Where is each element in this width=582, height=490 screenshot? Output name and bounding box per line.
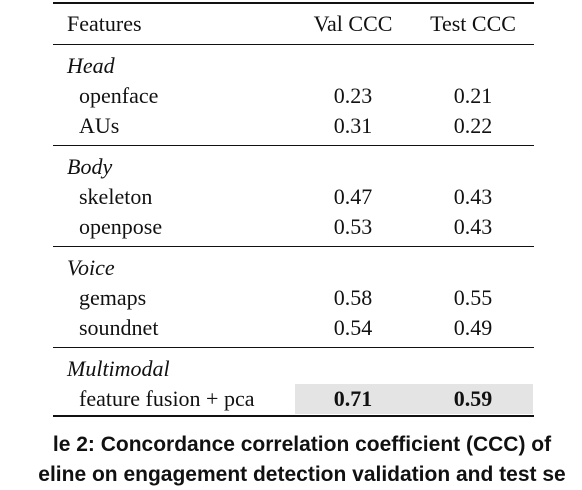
feature-name: feature fusion + pca (79, 386, 255, 411)
header-features: Features (67, 11, 142, 36)
group-multimodal: Multimodal feature fusion + pca 0.71 0.5… (53, 348, 534, 414)
val-ccc-value: 0.23 (333, 83, 373, 108)
header-val-ccc: Val CCC (313, 11, 393, 36)
feature-name: gemaps (79, 285, 147, 310)
group-rule (53, 145, 534, 146)
group-label-voice: Voice (67, 255, 115, 280)
best-result-highlight (295, 384, 533, 414)
feature-name: openpose (79, 214, 163, 239)
test-ccc-value: 0.43 (453, 214, 493, 239)
feature-name: AUs (79, 113, 120, 138)
group-label-body: Body (67, 154, 113, 179)
header-row: Features Val CCC Test CCC (53, 4, 534, 44)
val-ccc-value: 0.54 (333, 315, 373, 340)
val-ccc-value: 0.31 (333, 113, 373, 138)
table-row: openface 0.23 0.21 (53, 81, 534, 111)
test-ccc-value: 0.21 (453, 83, 493, 108)
val-ccc-value: 0.58 (333, 285, 373, 310)
table-row: AUs 0.31 0.22 (53, 111, 534, 141)
caption-line-1: le 2: Concordance correlation coefficien… (52, 433, 552, 456)
group-rule (53, 246, 534, 247)
val-ccc-value-best: 0.71 (333, 386, 373, 411)
table-row: gemaps 0.58 0.55 (53, 283, 534, 313)
feature-name: soundnet (79, 315, 159, 340)
group-label-head: Head (67, 53, 115, 78)
group-voice: Voice gemaps 0.58 0.55 soundnet 0.54 0.4… (53, 247, 534, 347)
table-row-highlighted: feature fusion + pca 0.71 0.59 (53, 384, 534, 414)
results-table: Features Val CCC Test CCC Head openface … (53, 0, 534, 417)
feature-name: skeleton (79, 184, 153, 209)
header-test-ccc: Test CCC (430, 11, 516, 36)
table-row: soundnet 0.54 0.49 (53, 313, 534, 343)
test-ccc-value-best: 0.59 (453, 386, 493, 411)
group-head: Head openface 0.23 0.21 AUs 0.31 0.22 (53, 45, 534, 145)
val-ccc-value: 0.53 (333, 214, 373, 239)
table-row: skeleton 0.47 0.43 (53, 182, 534, 212)
group-body: Body skeleton 0.47 0.43 openpose 0.53 0.… (53, 146, 534, 246)
group-label-multimodal: Multimodal (67, 356, 170, 381)
feature-name: openface (79, 83, 159, 108)
test-ccc-value: 0.55 (453, 285, 493, 310)
table-row: openpose 0.53 0.43 (53, 212, 534, 242)
table-caption: le 2: Concordance correlation coefficien… (0, 430, 582, 490)
val-ccc-value: 0.47 (333, 184, 373, 209)
bottom-rule (53, 415, 534, 417)
header-rule (53, 44, 534, 45)
test-ccc-value: 0.43 (453, 184, 493, 209)
caption-line-2: eline on engagement detection validation… (38, 463, 566, 486)
test-ccc-value: 0.49 (453, 315, 493, 340)
top-rule (53, 2, 534, 4)
group-rule (53, 347, 534, 348)
test-ccc-value: 0.22 (453, 113, 493, 138)
